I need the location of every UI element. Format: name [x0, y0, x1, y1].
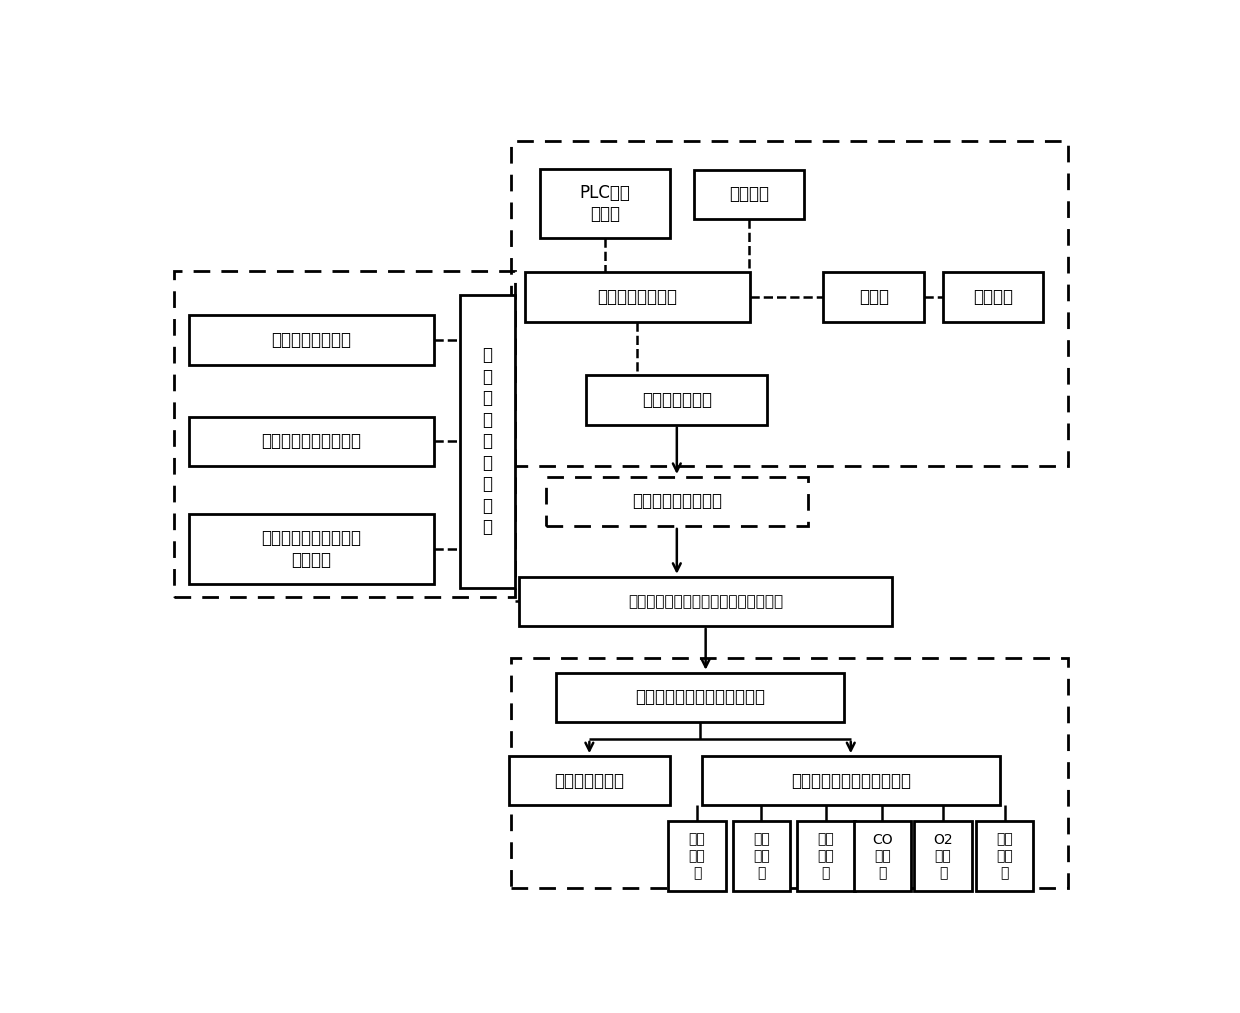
Text: 通风环境参数交叉感知模块: 通风环境参数交叉感知模块 — [791, 772, 910, 790]
FancyBboxPatch shape — [914, 822, 972, 891]
Text: 服务器: 服务器 — [859, 288, 889, 306]
FancyBboxPatch shape — [853, 822, 911, 891]
Text: 显示终端: 显示终端 — [729, 185, 769, 203]
FancyBboxPatch shape — [525, 272, 750, 322]
Text: 温度
传感
器: 温度 传感 器 — [753, 833, 770, 880]
Text: 地面远程监控中心: 地面远程监控中心 — [598, 288, 677, 306]
Text: 甲烷
传感
器: 甲烷 传感 器 — [817, 833, 835, 880]
Text: 决策平台: 决策平台 — [973, 288, 1013, 306]
FancyBboxPatch shape — [797, 822, 854, 891]
FancyBboxPatch shape — [190, 315, 434, 365]
Text: 井下分布式区域联动监控系统: 井下分布式区域联动监控系统 — [635, 688, 765, 706]
Text: 风
烟
流
智
能
调
节
装
置: 风 烟 流 智 能 调 节 装 置 — [482, 346, 492, 536]
Text: 风速
传感
器: 风速 传感 器 — [688, 833, 706, 880]
FancyBboxPatch shape — [668, 822, 725, 891]
Text: 以太网通信模块: 以太网通信模块 — [642, 391, 712, 409]
FancyBboxPatch shape — [546, 477, 807, 526]
Text: 通风设施控制模块: 通风设施控制模块 — [272, 331, 352, 348]
FancyBboxPatch shape — [693, 169, 805, 219]
FancyBboxPatch shape — [587, 376, 768, 424]
Text: 可连续调节的通风设施: 可连续调节的通风设施 — [262, 433, 362, 451]
FancyBboxPatch shape — [520, 576, 892, 626]
FancyBboxPatch shape — [823, 272, 924, 322]
Text: 灾变备用动力源及自动
切换模块: 灾变备用动力源及自动 切换模块 — [262, 529, 362, 568]
FancyBboxPatch shape — [190, 416, 434, 466]
Text: 工业以太网通信系统: 工业以太网通信系统 — [632, 492, 722, 511]
FancyBboxPatch shape — [976, 822, 1033, 891]
Text: CO
传感
器: CO 传感 器 — [872, 833, 893, 880]
FancyBboxPatch shape — [190, 514, 434, 585]
FancyBboxPatch shape — [942, 272, 1043, 322]
FancyBboxPatch shape — [556, 673, 844, 722]
FancyBboxPatch shape — [733, 822, 790, 891]
Text: 烟雾
传感
器: 烟雾 传感 器 — [996, 833, 1013, 880]
FancyBboxPatch shape — [702, 756, 999, 805]
Text: O2
传感
器: O2 传感 器 — [934, 833, 952, 880]
Text: 矿井灾变通风分布式区域联动监控装置: 矿井灾变通风分布式区域联动监控装置 — [629, 594, 784, 609]
FancyBboxPatch shape — [539, 169, 670, 238]
Text: PLC监控
中心站: PLC监控 中心站 — [579, 183, 630, 223]
FancyBboxPatch shape — [460, 295, 516, 588]
Text: 分布式监控站点: 分布式监控站点 — [554, 772, 625, 790]
FancyBboxPatch shape — [508, 756, 670, 805]
